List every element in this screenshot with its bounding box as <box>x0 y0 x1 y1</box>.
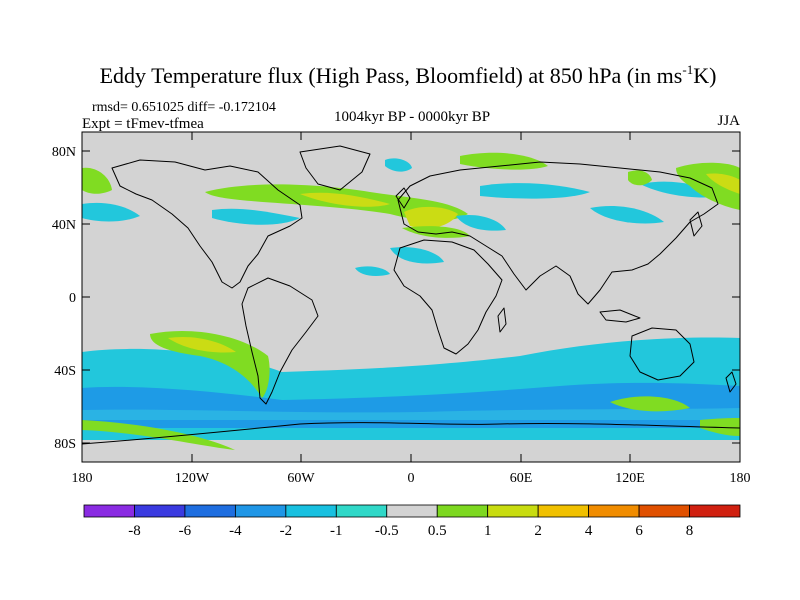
colorbar-box-10 <box>588 504 640 518</box>
colorbar-label-0: -8 <box>128 523 141 539</box>
lon-label-120e: 120E <box>615 471 645 486</box>
stats-label: rmsd= 0.651025 diff= -0.172104 <box>92 100 276 115</box>
axis-ticks <box>81 132 741 462</box>
australia-coast <box>629 327 695 381</box>
eurasia-coast <box>397 161 719 305</box>
colorbar-box-9 <box>537 504 590 518</box>
lat-label-40n: 40N <box>52 218 76 233</box>
madagascar-coast <box>497 307 507 333</box>
lat-label-40s: 40S <box>54 364 76 379</box>
period-label: 1004kyr BP - 0000kyr BP <box>334 109 490 125</box>
greenland-coast <box>299 145 371 191</box>
map-panel: 80N 40N 0 40S 80S 180 120W 60W 0 60E 120… <box>52 131 751 486</box>
lat-label-80n: 80N <box>52 145 76 160</box>
lon-label-180w: 180 <box>72 471 93 486</box>
north-america-coast <box>111 159 303 289</box>
colorbar-box-7 <box>436 504 489 518</box>
colorbar-box-11 <box>638 504 690 518</box>
colorbar-label-4: -1 <box>330 523 343 539</box>
africa-coast <box>393 239 503 355</box>
colorbar: -8 -6 -4 -2 -1 -0.5 0.5 1 2 4 6 8 <box>83 504 741 539</box>
colorbar-labels: -8 -6 -4 -2 -1 -0.5 0.5 1 2 4 6 8 <box>128 523 693 539</box>
colorbar-box-8 <box>487 504 539 518</box>
longitude-labels: 180 120W 60W 0 60E 120E 180 <box>72 471 751 486</box>
colorbar-box-3 <box>234 504 287 518</box>
lon-label-60e: 60E <box>510 471 533 486</box>
colorbar-box-1 <box>134 504 186 518</box>
colorbar-label-6: 0.5 <box>428 523 447 539</box>
north-atlantic-anomaly <box>205 184 470 238</box>
experiment-label: Expt = tFmev-tfmea <box>82 116 204 132</box>
new-zealand-coast <box>725 371 737 393</box>
lat-label-80s: 80S <box>54 437 76 452</box>
lat-label-0: 0 <box>69 291 76 306</box>
lon-label-0: 0 <box>408 471 415 486</box>
antarctica-coast <box>82 422 740 445</box>
colorbar-box-4 <box>285 504 337 518</box>
japan-coast <box>689 211 703 237</box>
colorbar-box-0 <box>83 504 135 518</box>
south-pacific-anomaly <box>150 330 270 398</box>
lon-label-60w: 60W <box>287 471 315 486</box>
colorbar-label-2: -4 <box>229 523 242 539</box>
colorbar-label-9: 4 <box>585 523 593 539</box>
lon-label-180e: 180 <box>730 471 751 486</box>
colorbar-label-8: 2 <box>534 523 542 539</box>
colorbar-box-2 <box>184 504 236 518</box>
colorbar-boxes <box>83 504 741 518</box>
colorbar-box-6 <box>386 504 438 518</box>
lon-label-120w: 120W <box>175 471 210 486</box>
coastlines <box>82 145 740 445</box>
colorbar-box-12 <box>689 504 741 518</box>
colorbar-label-11: 8 <box>686 523 694 539</box>
colorbar-label-5: -0.5 <box>375 523 399 539</box>
south-america-coast <box>241 277 319 405</box>
colorbar-label-1: -6 <box>179 523 192 539</box>
north-cyan-anomaly <box>82 158 722 276</box>
colorbar-label-10: 6 <box>635 523 643 539</box>
latitude-labels: 80N 40N 0 40S 80S <box>52 145 76 452</box>
colorbar-box-5 <box>335 504 388 518</box>
indonesia-coast <box>599 309 641 323</box>
plot-title: Eddy Temperature flux (High Pass, Bloomf… <box>100 62 717 88</box>
colorbar-label-3: -2 <box>280 523 293 539</box>
uk-coast <box>395 187 411 209</box>
colorbar-label-7: 1 <box>484 523 492 539</box>
season-label: JJA <box>717 113 740 129</box>
